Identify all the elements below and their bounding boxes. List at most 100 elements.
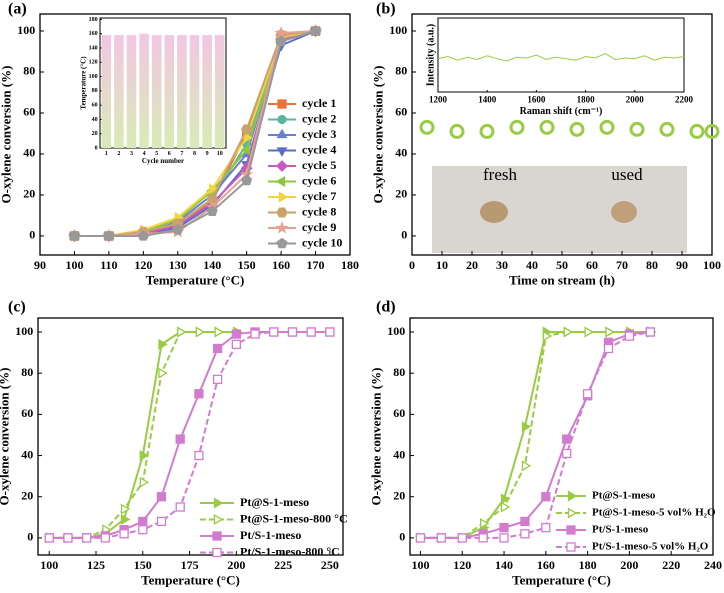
panel-label: (d): [376, 299, 396, 316]
bar: [189, 35, 200, 149]
marker: [521, 421, 532, 433]
series-line: [49, 331, 330, 539]
marker: [520, 516, 530, 527]
photo-label: used: [611, 165, 643, 184]
x-tick-label: 70: [616, 258, 628, 272]
legend-marker: [277, 114, 287, 125]
scatter-point: [689, 123, 705, 139]
marker: [499, 533, 509, 543]
legend-label: cycle 7: [302, 189, 336, 203]
legend-marker: [275, 221, 289, 234]
photo-label: fresh: [483, 165, 517, 184]
marker: [310, 25, 322, 36]
marker: [195, 326, 206, 338]
x-tick-label: 160: [272, 258, 290, 272]
series-line: [49, 331, 237, 539]
marker: [120, 513, 131, 525]
plot-frame: [37, 317, 344, 556]
x-tick-label: 40: [526, 258, 538, 272]
marker: [275, 35, 287, 46]
y-axis-label: O-xylene conversion (%): [0, 66, 14, 204]
y-tick-label: 0: [399, 530, 405, 544]
series-line: [437, 52, 685, 62]
panel-label: (a): [8, 1, 27, 18]
marker: [172, 223, 184, 235]
marker: [306, 327, 316, 337]
marker: [120, 503, 131, 515]
marker: [479, 518, 490, 529]
legend-label: Pt/S-1-meso: [240, 528, 301, 542]
bar: [126, 35, 137, 149]
marker: [175, 434, 185, 444]
x-tick-label: 100: [703, 258, 721, 272]
x-tick-label: 9: [206, 151, 209, 157]
y-tick-label: 160: [89, 31, 98, 37]
legend-label: cycle 8: [302, 204, 336, 218]
marker: [415, 533, 426, 543]
bar: [202, 35, 212, 149]
x-tick-label: 120: [134, 258, 152, 272]
y-tick-label: 80: [395, 64, 407, 78]
marker: [212, 374, 223, 385]
y-tick-label: 180: [89, 17, 98, 23]
x-tick-label: 130: [169, 258, 187, 272]
marker: [63, 533, 73, 543]
plot-frame: [409, 317, 714, 556]
marker: [44, 533, 54, 543]
marker: [541, 492, 551, 502]
bar: [164, 35, 175, 149]
marker: [156, 516, 167, 527]
x-tick-label: 0: [409, 258, 415, 272]
marker: [231, 339, 241, 350]
x-tick-label: 100: [65, 258, 83, 272]
marker: [520, 529, 530, 539]
marker: [156, 492, 167, 502]
y-tick-label: 80: [393, 365, 405, 379]
scatter-point: [569, 121, 585, 137]
scatter-point: [419, 119, 435, 135]
marker: [158, 367, 168, 379]
marker: [584, 326, 594, 338]
marker: [562, 434, 572, 444]
bar: [151, 35, 162, 149]
x-axis-label: Temperature (°C): [512, 572, 611, 587]
x-tick-label: 1200: [429, 95, 448, 105]
y-tick-label: 120: [89, 60, 98, 66]
marker: [158, 338, 168, 350]
marker: [521, 460, 532, 472]
legend-marker: [275, 176, 286, 187]
y-tick-label: 20: [393, 488, 405, 502]
y-tick-label: 60: [21, 406, 33, 420]
marker: [68, 230, 80, 241]
marker: [269, 327, 279, 337]
marker: [194, 450, 204, 461]
x-tick-label: 6: [168, 151, 171, 157]
x-tick-label: 110: [100, 258, 117, 272]
x-tick-label: 10: [436, 258, 448, 272]
marker: [624, 331, 635, 341]
x-tick-label: 120: [453, 558, 471, 572]
y-tick-label: 20: [395, 187, 407, 201]
legend-marker: [277, 99, 287, 109]
marker: [645, 327, 655, 337]
y-tick-label: 20: [92, 131, 98, 137]
y-tick-label: 0: [401, 228, 407, 242]
x-tick-label: 3: [130, 151, 133, 157]
x-axis-label: Time on stream (h): [509, 272, 615, 287]
marker: [231, 329, 241, 339]
x-tick-label: 200: [620, 558, 638, 572]
legend-marker: [276, 147, 288, 157]
marker: [562, 448, 572, 459]
x-axis-label: Temperature (°C): [146, 272, 245, 287]
marker: [138, 525, 148, 535]
marker: [194, 389, 204, 399]
marker: [542, 330, 553, 342]
y-tick-label: 80: [23, 64, 35, 78]
legend-marker: [567, 490, 578, 502]
legend-label: Pt@S-1-meso-5 vol% H₂O: [592, 507, 716, 519]
marker: [325, 327, 335, 337]
x-tick-label: 90: [676, 258, 688, 272]
scatter-point: [509, 119, 525, 135]
legend-label: Pt/S-1-meso-5 vol% H₂O: [592, 541, 709, 553]
